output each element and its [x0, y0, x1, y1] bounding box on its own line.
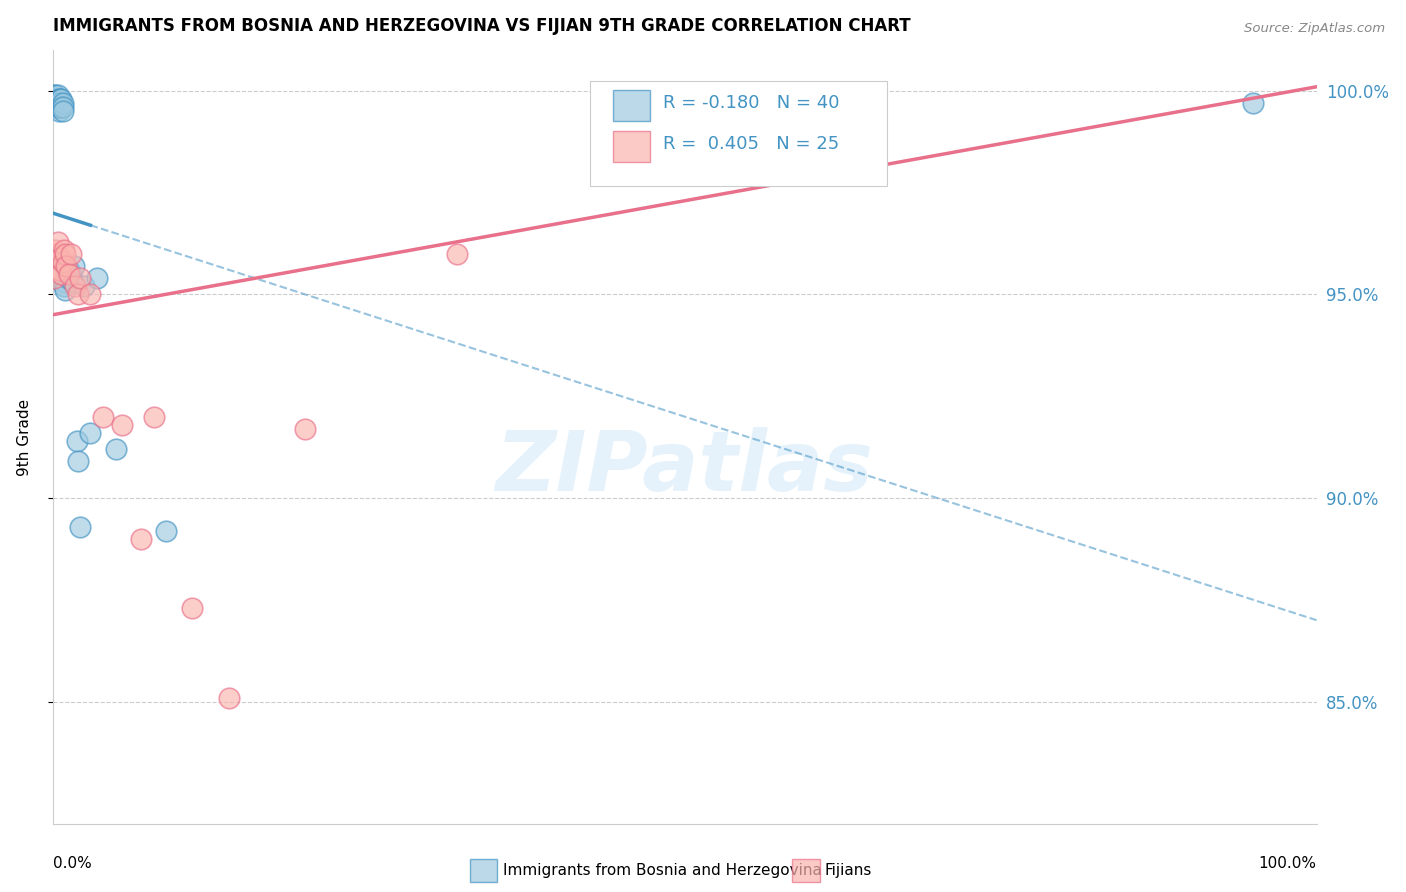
Point [51, 100, 73, 114]
Point [56, 271, 79, 285]
Point [42, 271, 65, 285]
Point [69, 519, 91, 533]
FancyBboxPatch shape [589, 81, 887, 186]
Point [142, 409, 165, 424]
Point [52, 275, 75, 289]
Text: 0.0%: 0.0% [52, 856, 91, 871]
Point [446, 246, 468, 260]
Point [66, 287, 89, 301]
Point [49, 100, 72, 114]
Bar [613, 90, 651, 121]
Bar [792, 859, 820, 882]
Point [73, 279, 96, 293]
Text: IMMIGRANTS FROM BOSNIA AND HERZEGOVINA VS FIJIAN 9TH GRADE CORRELATION CHART: IMMIGRANTS FROM BOSNIA AND HERZEGOVINA V… [52, 17, 910, 35]
Point [46, 87, 69, 102]
Point [48, 104, 70, 119]
Point [58, 267, 80, 281]
Point [44, 96, 66, 111]
Point [46, 100, 69, 114]
Point [49, 96, 72, 111]
Point [44, 243, 66, 257]
Point [53, 284, 76, 298]
Point [65, 434, 87, 448]
Point [218, 690, 240, 705]
Point [129, 532, 152, 546]
Point [45, 100, 67, 114]
Point [155, 524, 177, 538]
Point [69, 271, 91, 285]
Bar [470, 859, 498, 882]
Point [111, 417, 134, 432]
Point [45, 96, 67, 111]
Point [104, 442, 127, 457]
Point [52, 104, 75, 119]
Point [51, 267, 73, 281]
Text: Fijians: Fijians [825, 863, 872, 878]
Point [48, 263, 70, 277]
Point [52, 279, 75, 293]
Point [52, 96, 75, 111]
Point [49, 251, 72, 265]
Point [1241, 96, 1264, 111]
Point [60, 267, 83, 281]
Text: R = -0.180   N = 40: R = -0.180 N = 40 [664, 95, 839, 112]
Point [42, 87, 65, 102]
Bar [613, 131, 651, 162]
Text: Immigrants from Bosnia and Herzegovina: Immigrants from Bosnia and Herzegovina [502, 863, 821, 878]
Point [63, 259, 86, 273]
Point [49, 92, 72, 106]
Point [51, 92, 73, 106]
Y-axis label: 9th Grade: 9th Grade [17, 399, 32, 475]
Text: Source: ZipAtlas.com: Source: ZipAtlas.com [1244, 22, 1385, 36]
Text: R =  0.405   N = 25: R = 0.405 N = 25 [664, 136, 839, 153]
Point [46, 235, 69, 249]
Point [65, 279, 87, 293]
Point [180, 601, 202, 615]
Point [48, 92, 70, 106]
Point [66, 454, 89, 468]
Point [58, 263, 80, 277]
Point [48, 100, 70, 114]
Point [86, 271, 108, 285]
Point [55, 263, 77, 277]
Point [79, 425, 101, 440]
Point [45, 92, 67, 106]
Point [46, 96, 69, 111]
Point [52, 255, 75, 269]
Point [52, 100, 75, 114]
Text: 100.0%: 100.0% [1258, 856, 1316, 871]
Point [91, 409, 114, 424]
Point [53, 246, 76, 260]
Point [55, 259, 77, 273]
Point [45, 246, 67, 260]
Point [60, 246, 83, 260]
Point [44, 87, 66, 102]
Point [53, 259, 76, 273]
Point [62, 275, 84, 289]
Point [294, 422, 316, 436]
Point [52, 243, 75, 257]
Point [79, 287, 101, 301]
Text: ZIPatlas: ZIPatlas [496, 427, 873, 508]
Point [48, 96, 70, 111]
